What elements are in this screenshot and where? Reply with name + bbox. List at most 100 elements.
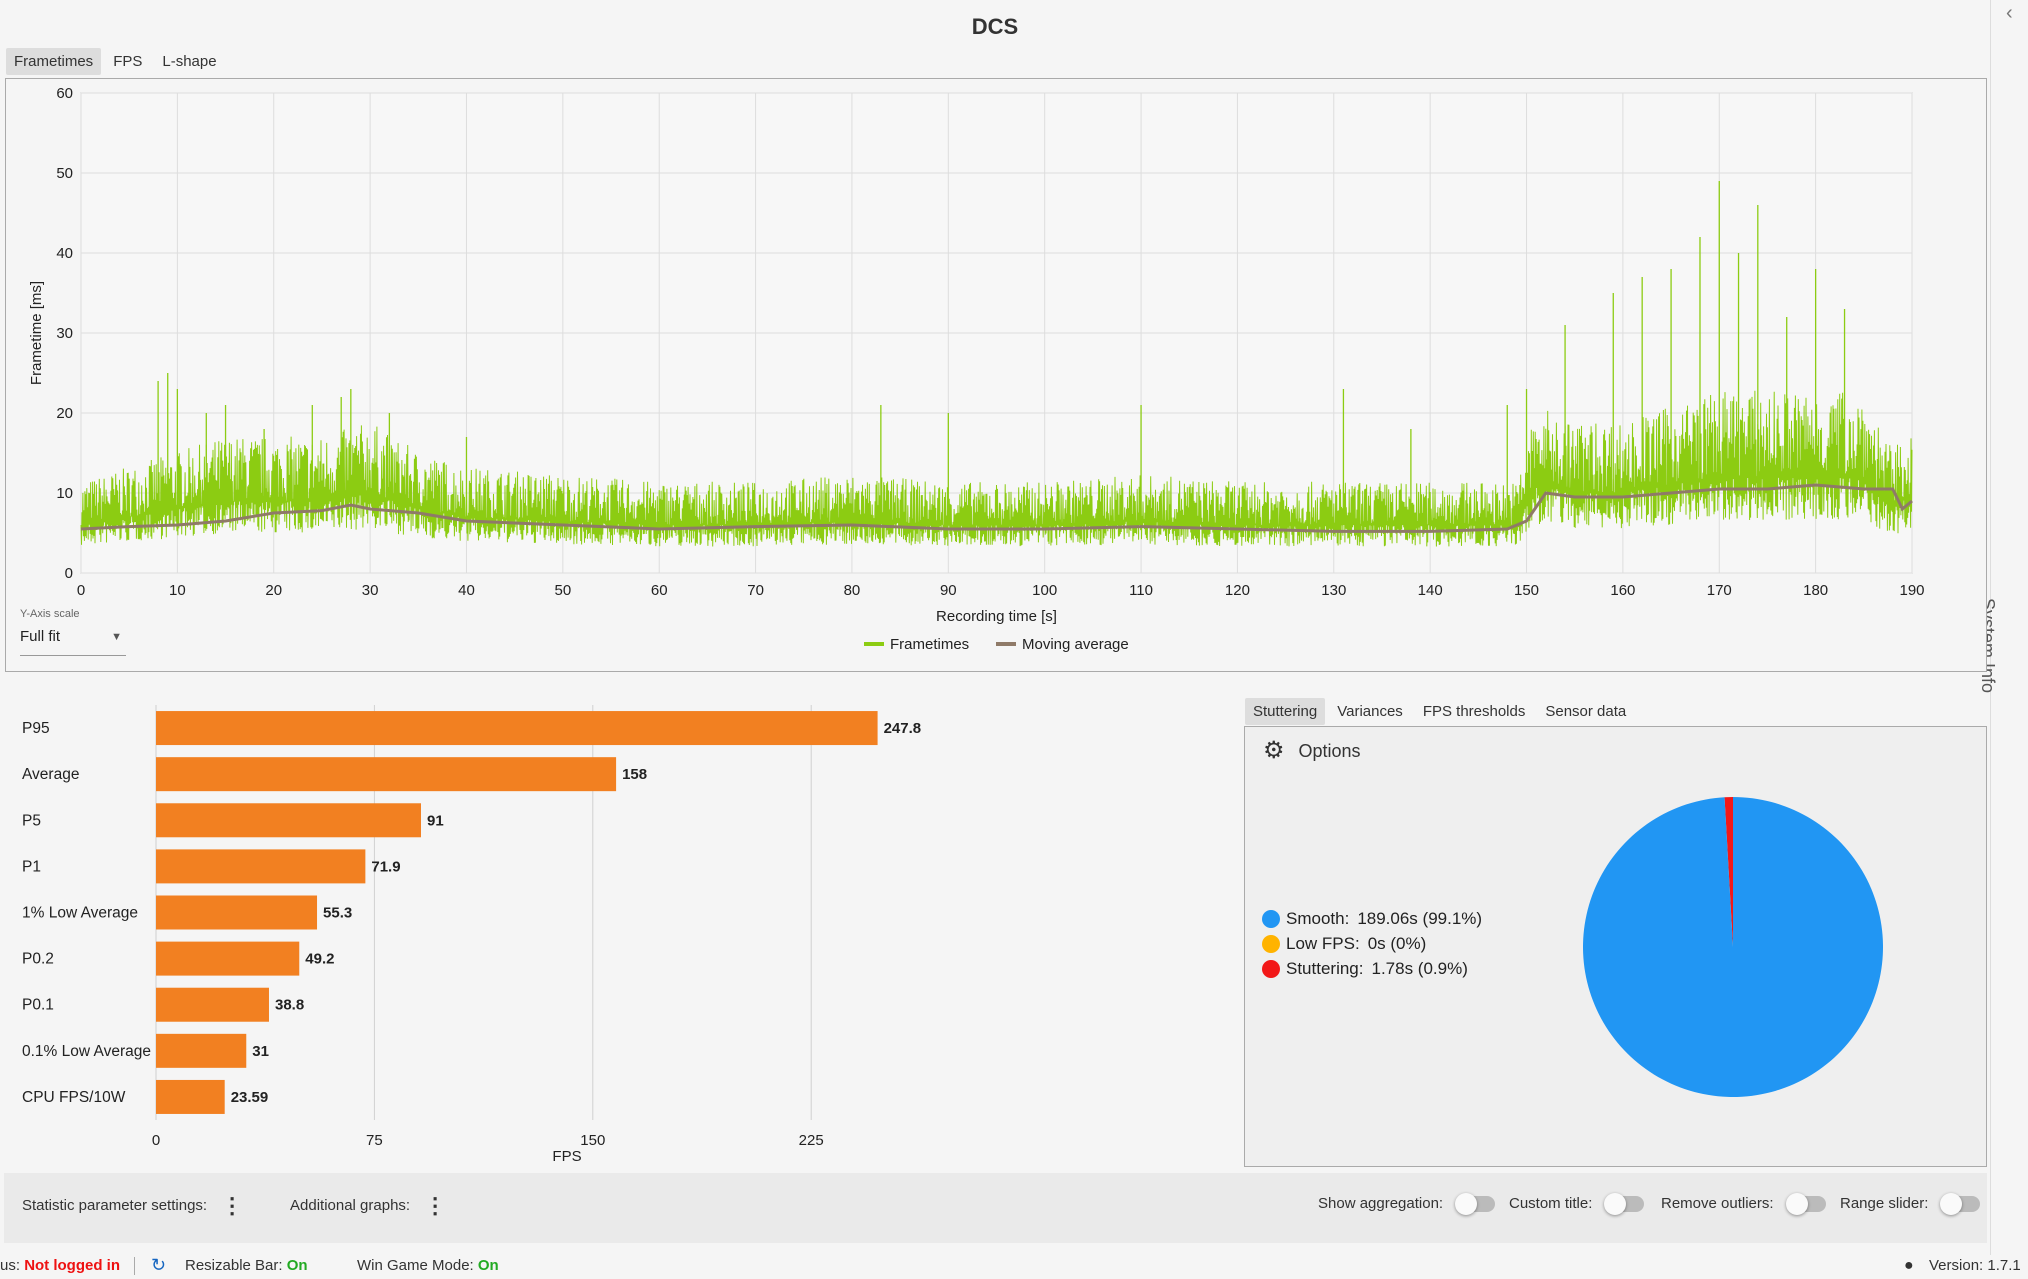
smooth-dot-icon: [1262, 910, 1280, 928]
bar-value-label: 158: [622, 766, 647, 783]
legend-label-frametimes: Frametimes: [890, 636, 969, 653]
login-status[interactable]: us: Not logged in: [0, 1257, 120, 1274]
stuttering-dot-icon: [1262, 960, 1280, 978]
show-aggregation-label: Show aggregation:: [1318, 1195, 1444, 1212]
bar-value-label: 38.8: [275, 997, 304, 1014]
x-tick-label: 110: [1129, 582, 1153, 599]
tab-l-shape[interactable]: L-shape: [162, 53, 217, 70]
y-tick-label: 20: [56, 405, 73, 422]
remove-outliers-toggle[interactable]: [1785, 1192, 1826, 1215]
options-label: Options: [1298, 740, 1361, 761]
bar-category-label: P5: [22, 812, 41, 829]
x-tick-label: 0: [77, 582, 85, 599]
bar: [156, 711, 878, 746]
refresh-icon[interactable]: ↻: [151, 1255, 167, 1275]
legend-swatch-frametimes: [864, 642, 884, 646]
x-tick-label: 160: [1610, 582, 1635, 599]
bottom-toolbar: Statistic parameter settings: ⋮ Addition…: [4, 1173, 1987, 1243]
login-prefix: us:: [0, 1257, 21, 1274]
tab-sensor-data[interactable]: Sensor data: [1545, 703, 1627, 720]
tab-fps-thresholds[interactable]: FPS thresholds: [1422, 703, 1526, 720]
x-tick-label: 50: [554, 582, 571, 599]
options-button[interactable]: ⚙ Options: [1263, 739, 1361, 763]
y-tick-label: 10: [56, 485, 73, 502]
bar-category-label: P1: [22, 858, 41, 875]
legend-label: Low FPS:: [1286, 934, 1360, 953]
statistic-settings-label: Statistic parameter settings:: [22, 1197, 208, 1214]
bar-value-label: 247.8: [884, 720, 922, 737]
bar-value-label: 71.9: [371, 858, 400, 875]
x-axis-label: Recording time [s]: [936, 608, 1057, 625]
bar-category-label: P95: [22, 720, 50, 737]
x-tick-label: 80: [844, 582, 861, 599]
legend-value: 189.06s (99.1%): [1357, 909, 1483, 928]
y-tick-label: 0: [65, 565, 73, 582]
legend-item-stuttering: Stuttering: 1.78s (0.9%): [1262, 959, 1482, 979]
pie-legend: Smooth: 189.06s (99.1%) Low FPS: 0s (0%)…: [1262, 909, 1482, 984]
statistic-parameter-settings: Statistic parameter settings: ⋮: [22, 1192, 244, 1218]
legend-label: Stuttering:: [1286, 959, 1364, 978]
pie-slice: [1724, 797, 1733, 947]
status-bar: us: Not logged in ↻ Resizable Bar: On Wi…: [0, 1255, 2028, 1279]
y-axis-scale-select[interactable]: Full fit ▼: [20, 626, 126, 656]
remove-outliers: Remove outliers:: [1661, 1192, 1826, 1215]
y-tick-label: 40: [56, 245, 73, 262]
frametime-chart: 0 10 20 30 40 50 60 70 80 90 100 110 120 130 140 150 160…: [28, 85, 1925, 653]
bar: [156, 1033, 247, 1068]
bar: [156, 803, 421, 838]
x-tick-label: 70: [747, 582, 764, 599]
x-tick-label: 0: [152, 1132, 160, 1149]
custom-title-toggle[interactable]: [1604, 1192, 1645, 1215]
chevron-left-icon[interactable]: ‹: [2006, 2, 2013, 24]
range-slider-toggle[interactable]: [1940, 1192, 1981, 1215]
y-tick-label: 60: [56, 85, 73, 102]
resizable-bar-value: On: [286, 1257, 308, 1274]
bar: [156, 849, 366, 884]
chevron-down-icon: ▼: [111, 631, 122, 643]
tab-frametimes[interactable]: Frametimes: [6, 48, 102, 75]
game-mode-label: Win Game Mode:: [357, 1257, 474, 1274]
x-tick-label: 75: [366, 1132, 383, 1149]
tab-stuttering[interactable]: Stuttering: [1245, 698, 1326, 725]
x-tick-label: 150: [580, 1132, 605, 1149]
y-axis-scale-label: Y-Axis scale: [20, 608, 80, 620]
bar-category-label: 1% Low Average: [22, 905, 138, 922]
login-value: Not logged in: [24, 1257, 121, 1274]
legend-item-low-fps: Low FPS: 0s (0%): [1262, 934, 1482, 954]
side-panel-divider: [1990, 0, 1991, 1255]
range-slider: Range slider:: [1840, 1192, 1981, 1215]
x-tick-label: 225: [799, 1132, 824, 1149]
bar: [156, 987, 269, 1022]
pie-slice: [1583, 797, 1884, 1097]
divider: [134, 1257, 135, 1275]
bar-value-label: 91: [427, 812, 444, 829]
fps-statistics-chart-panel: 0 75 150 225 FPS P95 247.8 Average 158 P5 91 P1 71.9…: [0, 695, 1230, 1165]
additional-graphs-label: Additional graphs:: [290, 1197, 411, 1214]
more-vertical-icon[interactable]: ⋮: [424, 1192, 447, 1218]
bar-category-label: P0.2: [22, 951, 54, 968]
version-label: Version: 1.7.1: [1929, 1257, 2021, 1274]
moving-average-line: [80, 483, 1913, 533]
bar-value-label: 23.59: [231, 1089, 269, 1106]
legend-value: 0s (0%): [1367, 934, 1427, 953]
analysis-tabs: Stuttering Variances FPS thresholds Sens…: [1245, 698, 1634, 725]
y-axis-label: Frametime [ms]: [28, 281, 45, 385]
bar-value-label: 31: [252, 1043, 269, 1060]
x-tick-label: 180: [1803, 582, 1828, 599]
show-aggregation-toggle[interactable]: [1455, 1192, 1496, 1215]
x-tick-label: 170: [1707, 582, 1732, 599]
more-vertical-icon[interactable]: ⋮: [221, 1192, 244, 1218]
info-icon[interactable]: ●: [1904, 1257, 1914, 1274]
bar-category-label: 0.1% Low Average: [22, 1043, 151, 1060]
x-tick-label: 30: [362, 582, 379, 599]
legend-value: 1.78s (0.9%): [1371, 959, 1468, 978]
legend-swatch-moving-average: [996, 642, 1016, 646]
fps-statistics-chart: 0 75 150 225 FPS P95 247.8 Average 158 P5 91 P1 71.9…: [22, 705, 922, 1165]
show-aggregation: Show aggregation:: [1318, 1192, 1496, 1215]
tab-fps[interactable]: FPS: [113, 53, 143, 70]
x-tick-label: 10: [169, 582, 186, 599]
tab-variances[interactable]: Variances: [1337, 703, 1403, 720]
gear-icon: ⚙: [1263, 737, 1285, 764]
custom-title-label: Custom title:: [1509, 1195, 1593, 1212]
x-tick-label: 60: [651, 582, 668, 599]
